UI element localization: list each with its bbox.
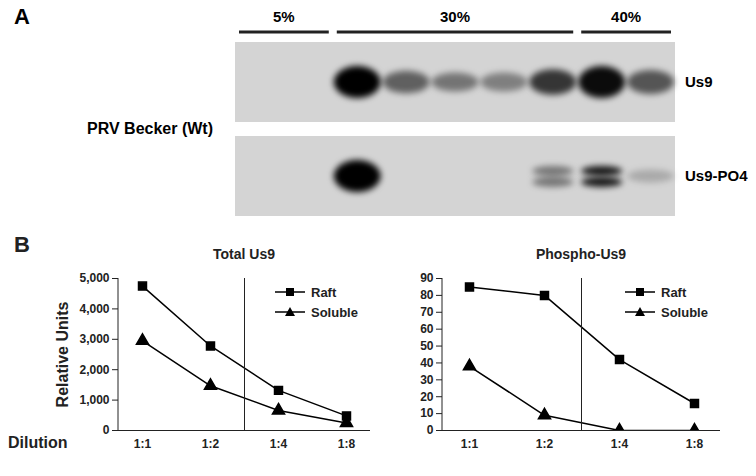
html-text:Soluble: Soluble xyxy=(661,304,708,320)
svg-text:90: 90 xyxy=(420,271,434,285)
svg-text:30%: 30% xyxy=(440,8,470,25)
svg-text:4,000: 4,000 xyxy=(79,302,109,316)
svg-text:1:2: 1:2 xyxy=(536,437,554,451)
svg-text:PRV Becker (Wt): PRV Becker (Wt) xyxy=(87,120,213,137)
svg-text:Relative Units: Relative Units xyxy=(54,301,71,407)
svg-text:2,000: 2,000 xyxy=(79,363,109,377)
svg-text:Us9-PO4: Us9-PO4 xyxy=(685,167,748,184)
svg-text:1:4: 1:4 xyxy=(611,437,629,451)
svg-text:40: 40 xyxy=(420,356,434,370)
svg-text:5%: 5% xyxy=(273,8,295,25)
svg-text:40%: 40% xyxy=(611,8,641,25)
svg-text:20: 20 xyxy=(420,390,434,404)
svg-text:30: 30 xyxy=(420,373,434,387)
html-text:B: B xyxy=(14,232,30,257)
svg-text:0: 0 xyxy=(103,423,110,437)
svg-text:3,000: 3,000 xyxy=(79,332,109,346)
svg-text:60: 60 xyxy=(420,322,434,336)
html-text:Total Us9: Total Us9 xyxy=(213,246,275,262)
svg-text:1:1: 1:1 xyxy=(134,437,152,451)
svg-text:1,000: 1,000 xyxy=(79,393,109,407)
svg-text:1:8: 1:8 xyxy=(338,437,356,451)
svg-text:Us9: Us9 xyxy=(685,73,713,90)
html-text:Dilution: Dilution xyxy=(8,434,68,451)
svg-text:1:4: 1:4 xyxy=(270,437,288,451)
html-text:Raft: Raft xyxy=(311,284,337,300)
svg-text:A: A xyxy=(14,4,30,29)
svg-text:1:1: 1:1 xyxy=(461,437,479,451)
svg-text:5,000: 5,000 xyxy=(79,271,109,285)
html-text:Phospho-Us9: Phospho-Us9 xyxy=(535,246,627,262)
svg-text:10: 10 xyxy=(420,406,434,420)
html-text:Soluble: Soluble xyxy=(311,304,358,320)
html-text:Raft: Raft xyxy=(661,284,687,300)
svg-text:70: 70 xyxy=(420,305,434,319)
svg-text:50: 50 xyxy=(420,339,434,353)
svg-text:1:8: 1:8 xyxy=(686,437,704,451)
svg-text:0: 0 xyxy=(427,423,434,437)
svg-text:1:2: 1:2 xyxy=(202,437,220,451)
svg-text:80: 80 xyxy=(420,288,434,302)
